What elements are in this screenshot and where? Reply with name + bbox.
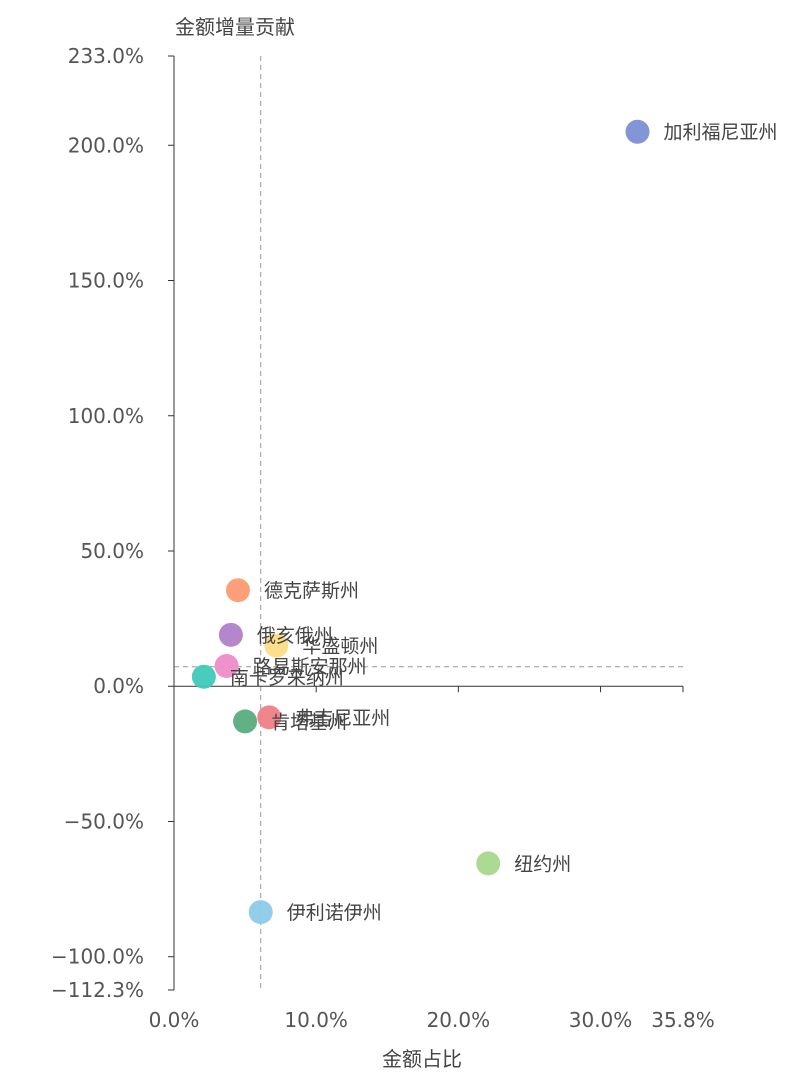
reference-lines — [174, 56, 683, 990]
x-tick-label: 30.0% — [569, 1008, 633, 1032]
data-point — [257, 705, 282, 730]
data-point — [233, 709, 258, 734]
data-point — [225, 578, 250, 603]
x-tick-label: 35.8% — [651, 1008, 715, 1032]
y-tick-label: 200.0% — [68, 133, 144, 157]
data-point-label: 加利福尼亚州 — [664, 122, 778, 144]
data-point — [248, 900, 273, 925]
x-tick-label: 0.0% — [149, 1008, 200, 1032]
x-tick-label: 20.0% — [427, 1008, 491, 1032]
ticks: 233.0% 200.0% 150.0% 100.0% 50.0% 0.0% −50.0% −… — [51, 44, 715, 1032]
data-point-label: 华盛顿州 — [302, 636, 378, 658]
y-tick-label: 150.0% — [68, 269, 144, 293]
y-tick-label: −112.3% — [51, 978, 144, 1002]
y-tick-label: 0.0% — [93, 674, 144, 698]
data-point-label: 南卡罗来纳州 — [230, 667, 344, 689]
x-axis-title: 金额占比 — [382, 1047, 462, 1071]
x-tick-label: 10.0% — [284, 1008, 348, 1032]
data-point — [476, 851, 501, 876]
data-point-label: 弗吉尼亚州 — [295, 707, 390, 729]
data-point — [214, 653, 239, 678]
data-point-label: 路易斯安那州 — [253, 656, 367, 678]
y-tick-label: −50.0% — [64, 809, 144, 833]
data-point-label: 肯塔基州 — [271, 711, 347, 733]
axes — [173, 56, 683, 990]
data-point-label: 德克萨斯州 — [264, 580, 359, 602]
y-tick-label: 233.0% — [68, 44, 144, 68]
y-axis-title: 金额增量贡献 — [175, 15, 295, 39]
y-tick-label: −100.0% — [51, 945, 144, 969]
data-point — [191, 664, 216, 689]
data-point-label: 俄亥俄州 — [257, 625, 333, 647]
data-point — [625, 119, 650, 144]
y-tick-label: 50.0% — [80, 539, 144, 563]
data-point-label: 伊利诺伊州 — [287, 902, 382, 924]
data-points: 加利福尼亚州德克萨斯州俄亥俄州华盛顿州路易斯安那州南卡罗来纳州弗吉尼亚州肯塔基州… — [191, 119, 778, 925]
data-point — [218, 622, 243, 647]
data-point-label: 纽约州 — [514, 853, 571, 875]
y-tick-label: 100.0% — [68, 404, 144, 428]
data-point — [264, 633, 289, 658]
